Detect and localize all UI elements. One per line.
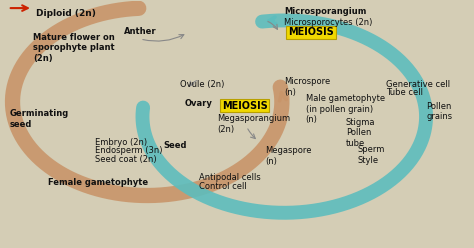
Text: Male gametophyte
(in pollen grain)
(n): Male gametophyte (in pollen grain) (n) <box>306 94 385 124</box>
Text: Pollen
grains: Pollen grains <box>426 102 452 121</box>
Text: Stigma: Stigma <box>346 118 375 127</box>
Text: Endosperm (3n): Endosperm (3n) <box>95 146 163 155</box>
Text: Tube cell: Tube cell <box>386 88 423 97</box>
Text: Ovary: Ovary <box>185 99 213 108</box>
Text: Microspore
(n): Microspore (n) <box>284 77 330 96</box>
Text: Style: Style <box>357 156 379 165</box>
Text: Microsporangium: Microsporangium <box>284 7 366 16</box>
Text: Diploid (2n): Diploid (2n) <box>36 9 96 18</box>
Text: Pollen
tube: Pollen tube <box>346 128 371 148</box>
Text: Control cell: Control cell <box>199 182 247 191</box>
Text: MEIOSIS: MEIOSIS <box>288 27 334 37</box>
Text: Seed coat (2n): Seed coat (2n) <box>95 155 157 164</box>
Text: Anther: Anther <box>124 27 156 36</box>
Text: Germinating
seed: Germinating seed <box>9 109 68 129</box>
Text: Mature flower on
sporophyte plant
(2n): Mature flower on sporophyte plant (2n) <box>33 33 115 62</box>
Text: Antipodal cells: Antipodal cells <box>199 173 261 182</box>
Text: Embryo (2n): Embryo (2n) <box>95 138 147 147</box>
Text: MEIOSIS: MEIOSIS <box>222 100 268 111</box>
Text: Sperm: Sperm <box>357 145 385 154</box>
Text: Generative cell: Generative cell <box>386 80 450 89</box>
Text: Female gametophyte: Female gametophyte <box>48 178 148 187</box>
Text: Megaspore
(n): Megaspore (n) <box>265 146 312 166</box>
Text: Seed: Seed <box>164 141 187 150</box>
Text: Microsporocytes (2n): Microsporocytes (2n) <box>284 18 373 27</box>
Text: Ovule (2n): Ovule (2n) <box>180 80 225 89</box>
Text: Megasporangium
(2n): Megasporangium (2n) <box>217 114 290 133</box>
